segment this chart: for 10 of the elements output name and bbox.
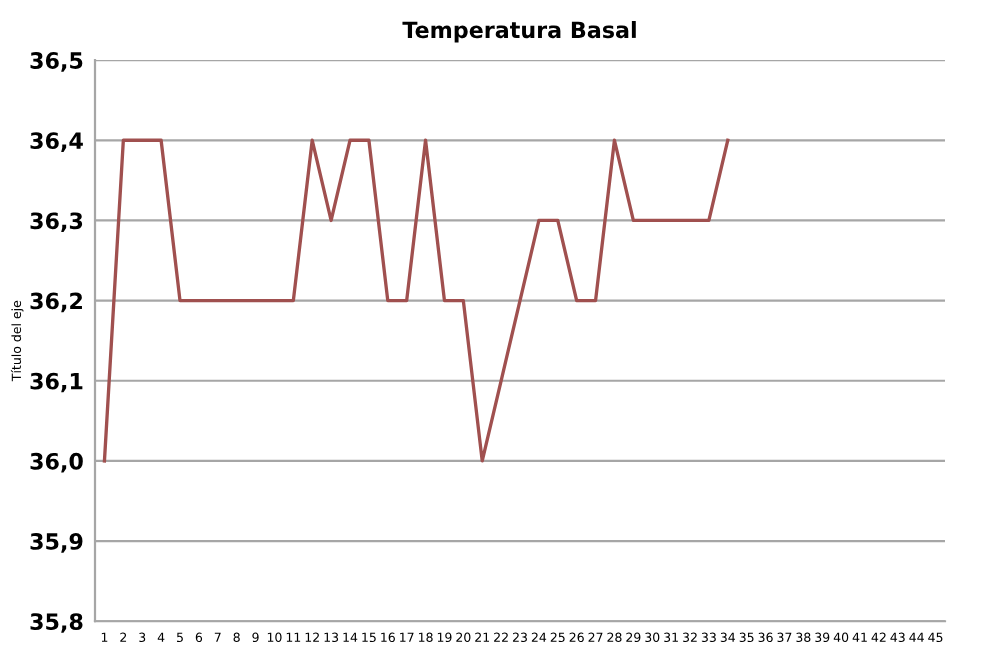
y-tick-label: 36,5 <box>30 52 83 72</box>
y-tick-label: 36,2 <box>30 292 82 313</box>
y-tick-label: 35,9 <box>30 533 83 553</box>
line-series <box>102 138 730 463</box>
y-tick-label: 36,0 <box>30 452 83 473</box>
y-tick-label: 36,1 <box>30 372 83 393</box>
y-tick-label: 36,4 <box>30 132 83 152</box>
y-tick-label: 35,8 <box>30 613 83 633</box>
y-tick-label: 36,3 <box>30 212 83 233</box>
chart-title: Temperatura Basal <box>402 21 636 43</box>
